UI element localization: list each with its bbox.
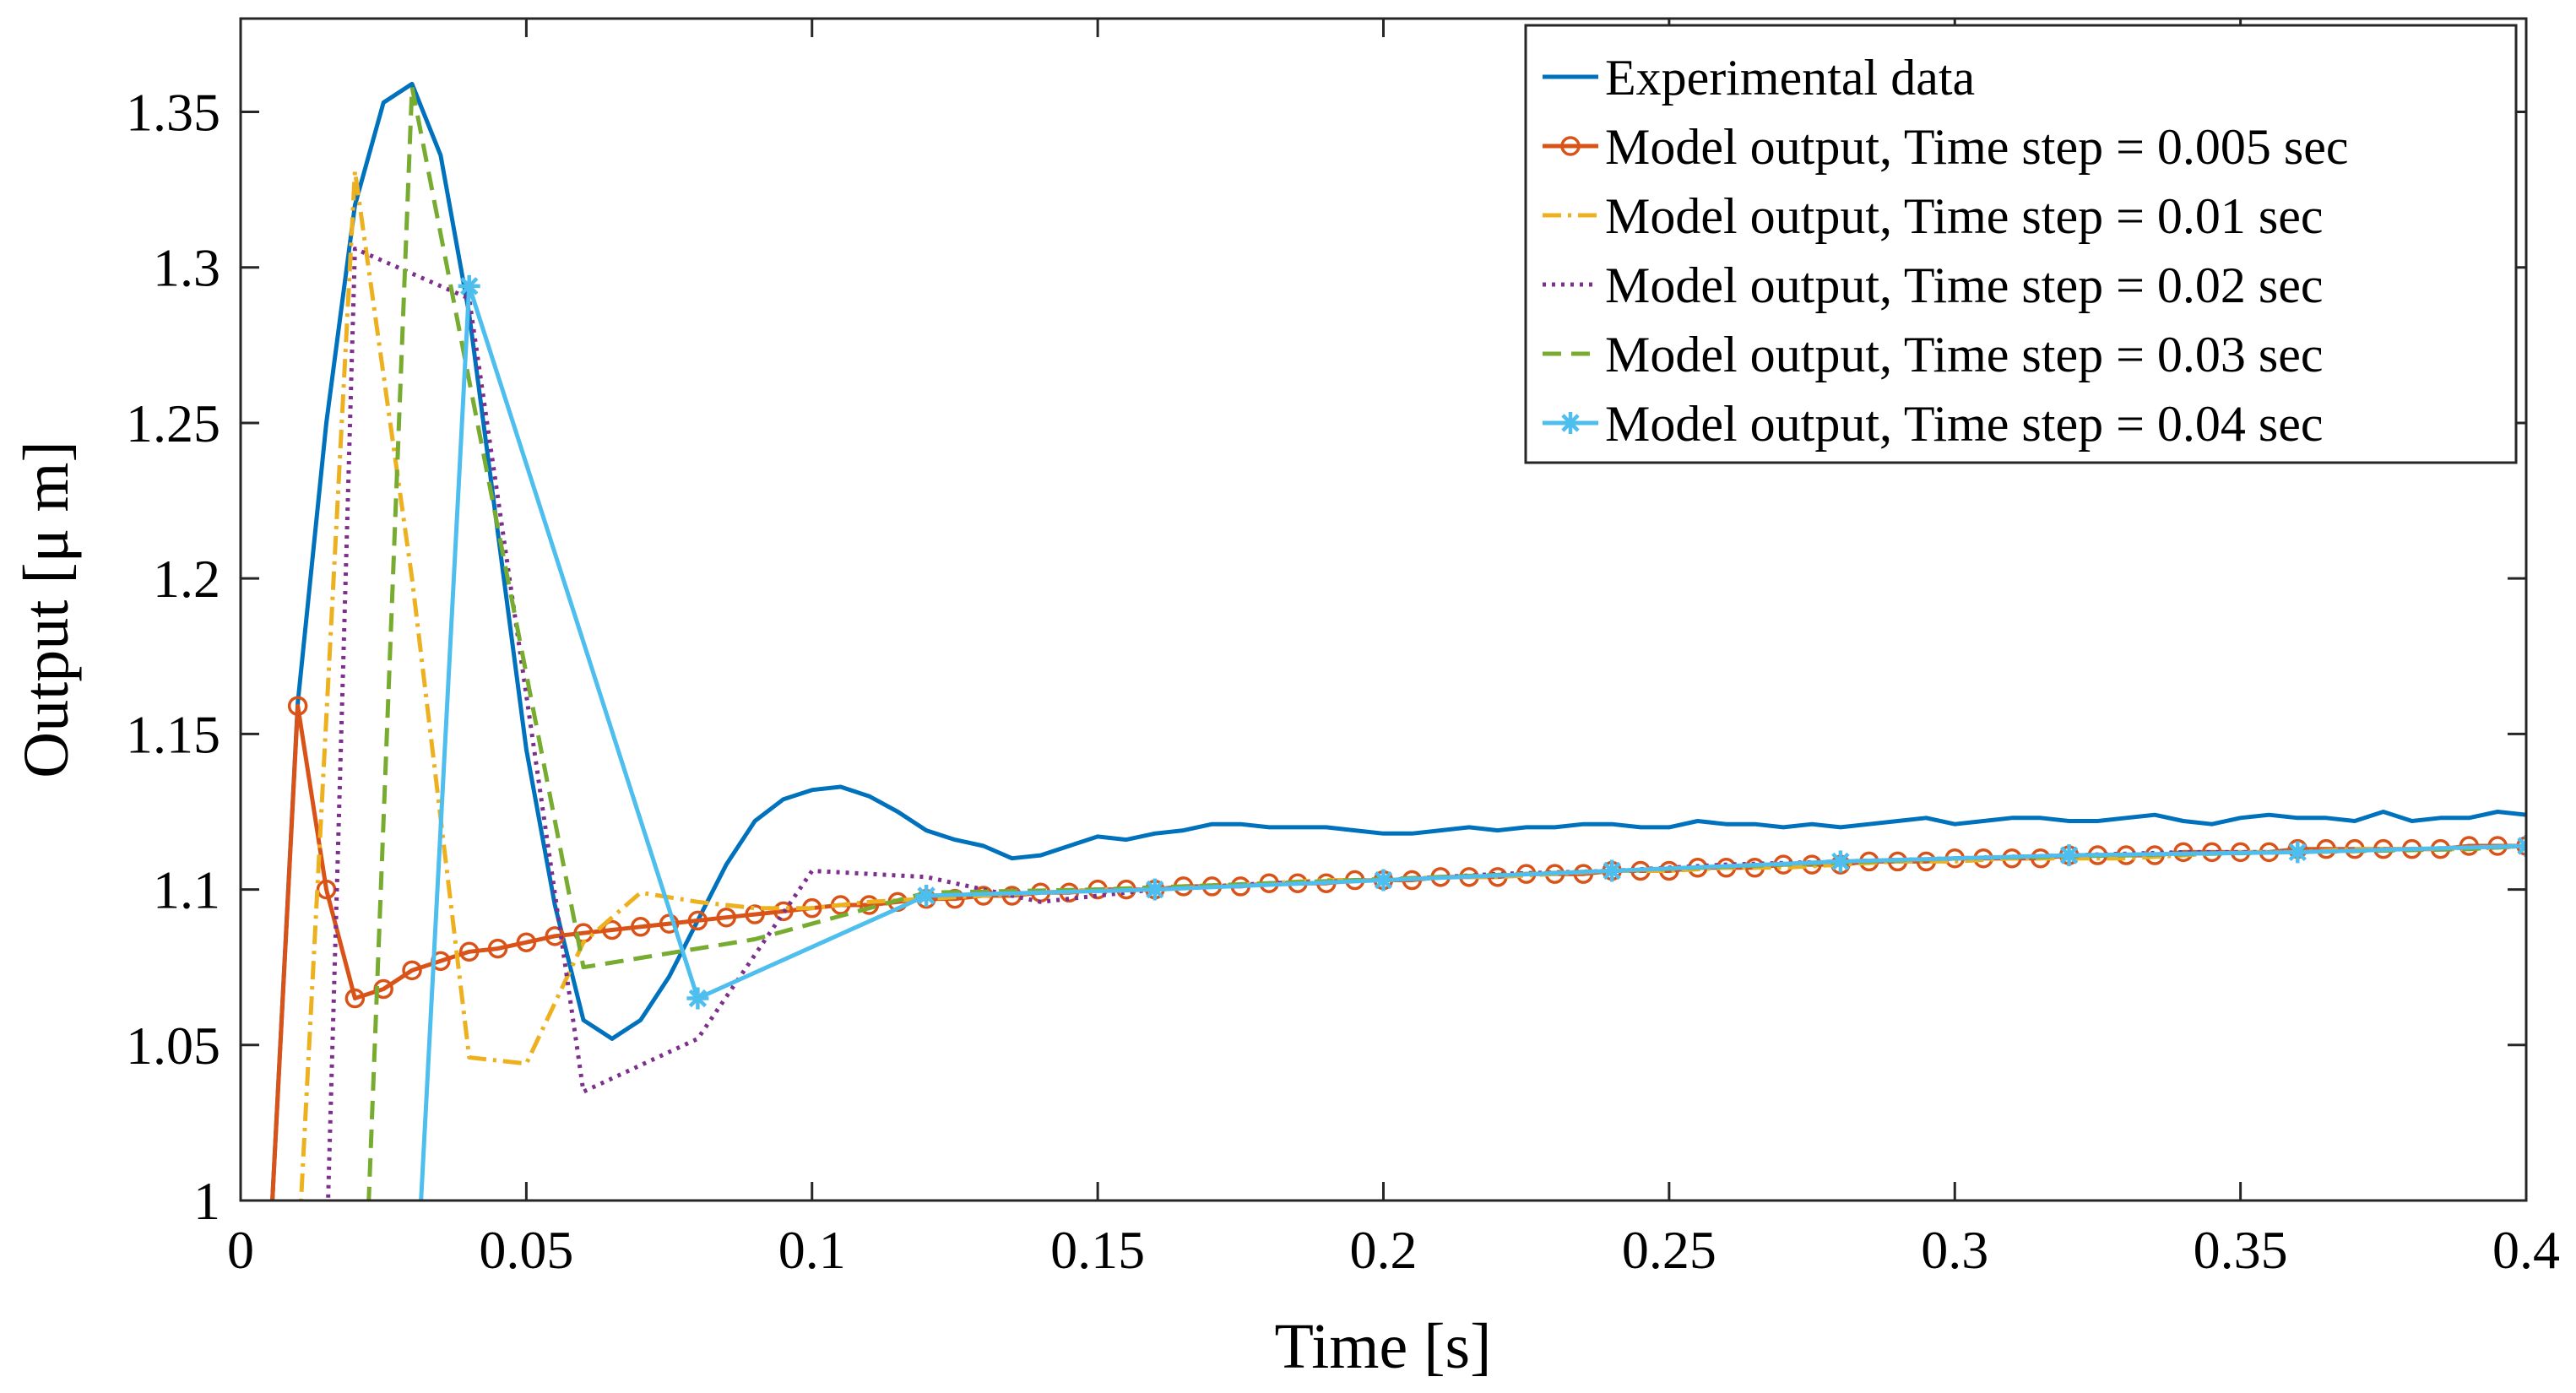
x-tick-label: 0.3	[1921, 1220, 1988, 1280]
legend-label: Model output, Time step = 0.03 sec	[1605, 327, 2324, 382]
data-point	[1372, 869, 1395, 892]
series-line	[270, 81, 2526, 1201]
data-point	[2515, 835, 2526, 857]
y-tick-label: 1.15	[126, 704, 220, 764]
y-tick-label: 1.25	[126, 393, 220, 453]
x-tick-label: 0.1	[778, 1220, 846, 1280]
series-1	[270, 81, 2526, 1201]
legend-marker	[1560, 136, 1581, 156]
legend-entry: Model output, Time step = 0.005 sec	[1543, 119, 2349, 175]
legend-entry: Model output, Time step = 0.03 sec	[1543, 327, 2324, 382]
data-point	[745, 904, 765, 924]
data-point	[630, 917, 651, 937]
series-layer	[270, 81, 2526, 1201]
legend: Experimental data Model output, Time step…	[1524, 24, 2518, 464]
x-tick-label: 0.4	[2492, 1220, 2560, 1280]
data-point	[402, 960, 422, 981]
data-point	[1829, 850, 1852, 873]
legend-entry: Model output, Time step = 0.02 sec	[1543, 257, 2324, 313]
legend-label: Model output, Time step = 0.02 sec	[1605, 257, 2324, 313]
x-tick-label: 0.15	[1050, 1220, 1145, 1280]
data-point	[545, 926, 565, 946]
legend-label: Model output, Time step = 0.005 sec	[1605, 119, 2349, 175]
data-point	[602, 919, 622, 940]
x-tick-label: 0.35	[2194, 1220, 2288, 1280]
legend-box	[1524, 24, 2518, 464]
x-tick-label: 0.2	[1350, 1220, 1418, 1280]
y-tick-label: 1.3	[153, 238, 220, 298]
x-tick-label: 0.25	[1622, 1220, 1716, 1280]
data-point	[716, 907, 736, 928]
data-point	[287, 696, 308, 716]
y-tick-label: 1	[193, 1171, 220, 1231]
data-point	[686, 987, 709, 1010]
y-axis-label: Output [μ m]	[11, 441, 82, 778]
data-point	[516, 932, 537, 952]
legend-label: Model output, Time step = 0.04 sec	[1605, 396, 2324, 452]
data-point	[859, 895, 880, 915]
data-point	[687, 910, 708, 931]
legend-entry: Model output, Time step = 0.04 sec	[1543, 396, 2324, 452]
y-tick-label: 1.1	[153, 860, 220, 920]
x-tick-label: 0	[227, 1220, 254, 1280]
data-point	[487, 938, 508, 959]
legend-entry: Experimental data	[1543, 50, 1975, 106]
data-point	[2286, 841, 2309, 864]
legend-label: Experimental data	[1605, 50, 1975, 106]
data-point	[458, 274, 480, 297]
legend-label: Model output, Time step = 0.01 sec	[1605, 188, 2324, 244]
data-point	[2058, 844, 2080, 867]
data-point	[915, 884, 938, 907]
data-point	[458, 941, 480, 962]
legend-entry: Model output, Time step = 0.01 sec	[1543, 188, 2324, 244]
y-tick-label: 1.2	[153, 549, 220, 609]
data-point	[1601, 859, 1624, 882]
y-tick-label: 1.35	[126, 83, 220, 143]
legend-marker	[1559, 412, 1581, 434]
y-tick-label: 1.05	[126, 1016, 220, 1076]
series-6	[419, 274, 2526, 1201]
data-point	[344, 988, 366, 1009]
x-tick-label: 0.05	[479, 1220, 573, 1280]
data-point	[1143, 878, 1166, 901]
data-point	[773, 901, 794, 922]
x-axis-label: Time [s]	[1275, 1311, 1492, 1382]
